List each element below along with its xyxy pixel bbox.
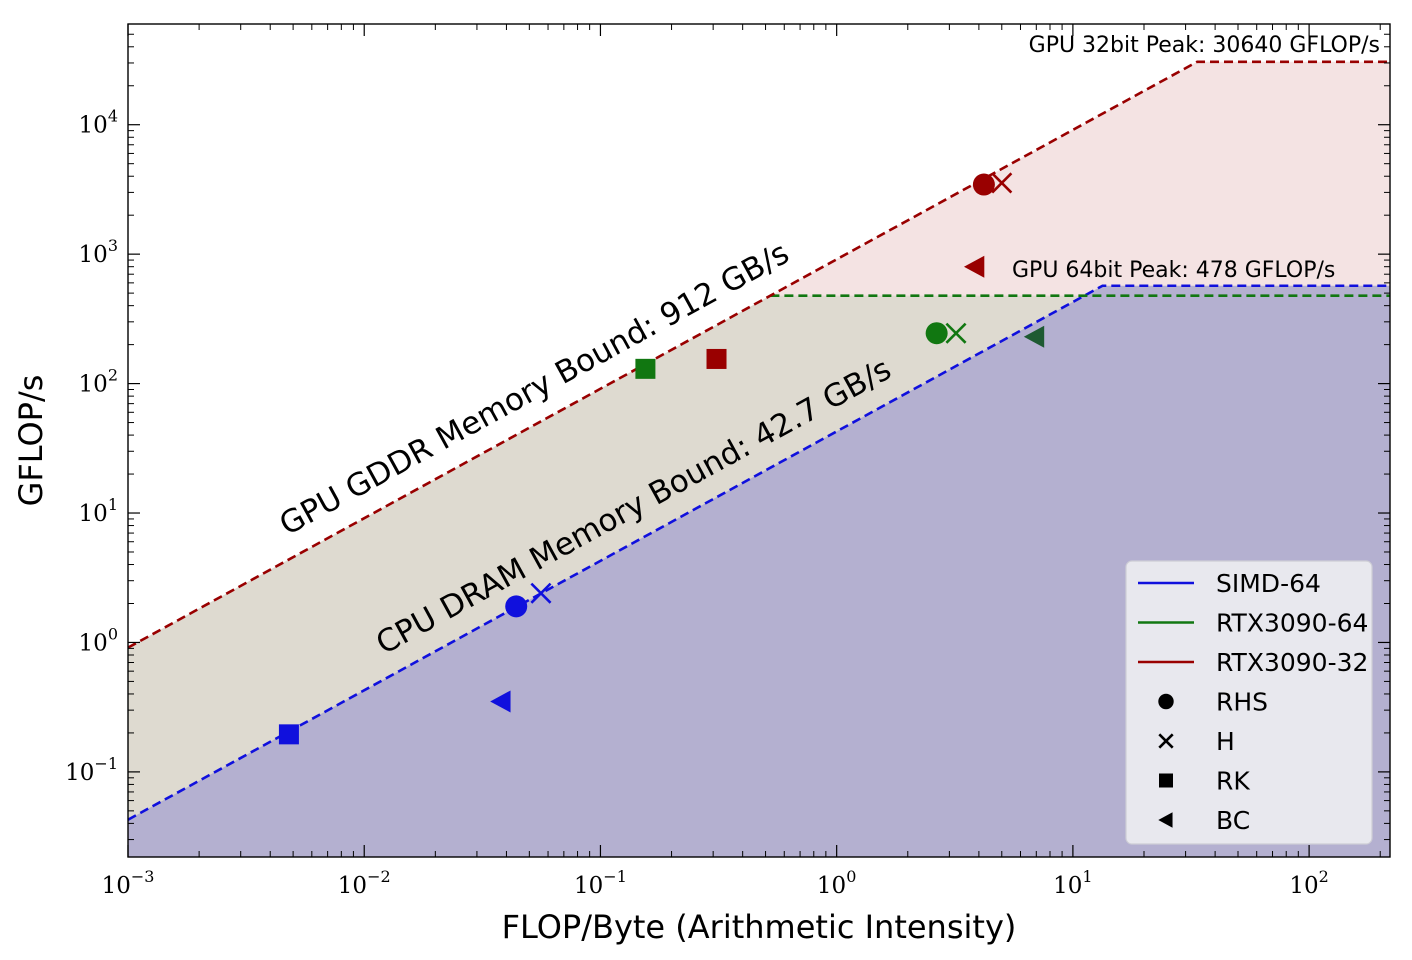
y-tick-label: 103 bbox=[79, 236, 118, 268]
point-rtx3090-32-bc bbox=[963, 255, 985, 278]
x-tick-label: 101 bbox=[1053, 867, 1092, 899]
legend-label: H bbox=[1216, 727, 1235, 756]
point-rtx3090-32-rhs bbox=[972, 173, 995, 196]
gpu64-peak-label: GPU 64bit Peak: 478 GFLOP/s bbox=[1012, 258, 1335, 283]
legend-label: SIMD-64 bbox=[1216, 569, 1321, 598]
y-axis-title: GFLOP/s bbox=[12, 375, 50, 507]
fill-simd-64 bbox=[128, 285, 1390, 857]
point-rtx3090-64-h bbox=[945, 322, 967, 344]
point-simd-64-bc bbox=[490, 690, 511, 713]
roofline-curves bbox=[127, 60, 1390, 821]
legend: SIMD-64 RTX3090-64 RTX3090-32 RHS H RK BC bbox=[1125, 560, 1373, 845]
legend-label: BC bbox=[1216, 806, 1250, 835]
y-tick-label: 10−1 bbox=[65, 754, 118, 786]
roofline-rtx3090-32 bbox=[127, 60, 1390, 649]
x-tick-label: 10−2 bbox=[338, 867, 391, 899]
point-rtx3090-64-rhs bbox=[925, 322, 948, 345]
y-tick-label: 100 bbox=[79, 624, 118, 656]
axes: 10−3 10−2 10−1 100 101 102 10−1 100 101 102 103 104 bbox=[65, 23, 1391, 899]
y-tick-label: 102 bbox=[79, 366, 118, 398]
gpu32-peak-label: GPU 32bit Peak: 30640 GFLOP/s bbox=[1029, 33, 1380, 58]
point-rtx3090-64-rk bbox=[635, 358, 656, 379]
legend-marker-h bbox=[1158, 733, 1174, 749]
point-simd-64-rk bbox=[278, 724, 299, 745]
point-rtx3090-32-h bbox=[991, 172, 1013, 194]
legend-label: RTX3090-32 bbox=[1216, 648, 1368, 677]
legend-marker-bc bbox=[1158, 812, 1173, 828]
point-rtx3090-64-bc bbox=[1023, 325, 1045, 348]
legend-box bbox=[1125, 560, 1373, 845]
roofline-fill-regions bbox=[128, 61, 1390, 857]
point-simd-64-rhs bbox=[505, 595, 528, 618]
legend-label: RHS bbox=[1216, 688, 1268, 717]
x-tick-label: 102 bbox=[1289, 867, 1328, 899]
x-tick-label: 10−1 bbox=[574, 867, 627, 899]
x-tick-label: 100 bbox=[817, 867, 856, 899]
legend-marker-rk bbox=[1159, 773, 1173, 788]
legend-marker-rhs bbox=[1158, 693, 1174, 710]
plot-frame bbox=[127, 23, 1391, 858]
x-axis-title: FLOP/Byte (Arithmetic Intensity) bbox=[502, 908, 1017, 946]
legend-label: RTX3090-64 bbox=[1216, 609, 1368, 638]
x-tick-label: 10−3 bbox=[102, 867, 155, 899]
point-rtx3090-32-rk bbox=[706, 348, 727, 369]
data-points bbox=[278, 172, 1045, 745]
y-tick-label: 101 bbox=[79, 495, 118, 527]
roofline-simd-64 bbox=[127, 284, 1390, 821]
y-tick-label: 104 bbox=[79, 107, 118, 139]
legend-label: RK bbox=[1216, 767, 1250, 796]
point-simd-64-h bbox=[530, 582, 552, 604]
